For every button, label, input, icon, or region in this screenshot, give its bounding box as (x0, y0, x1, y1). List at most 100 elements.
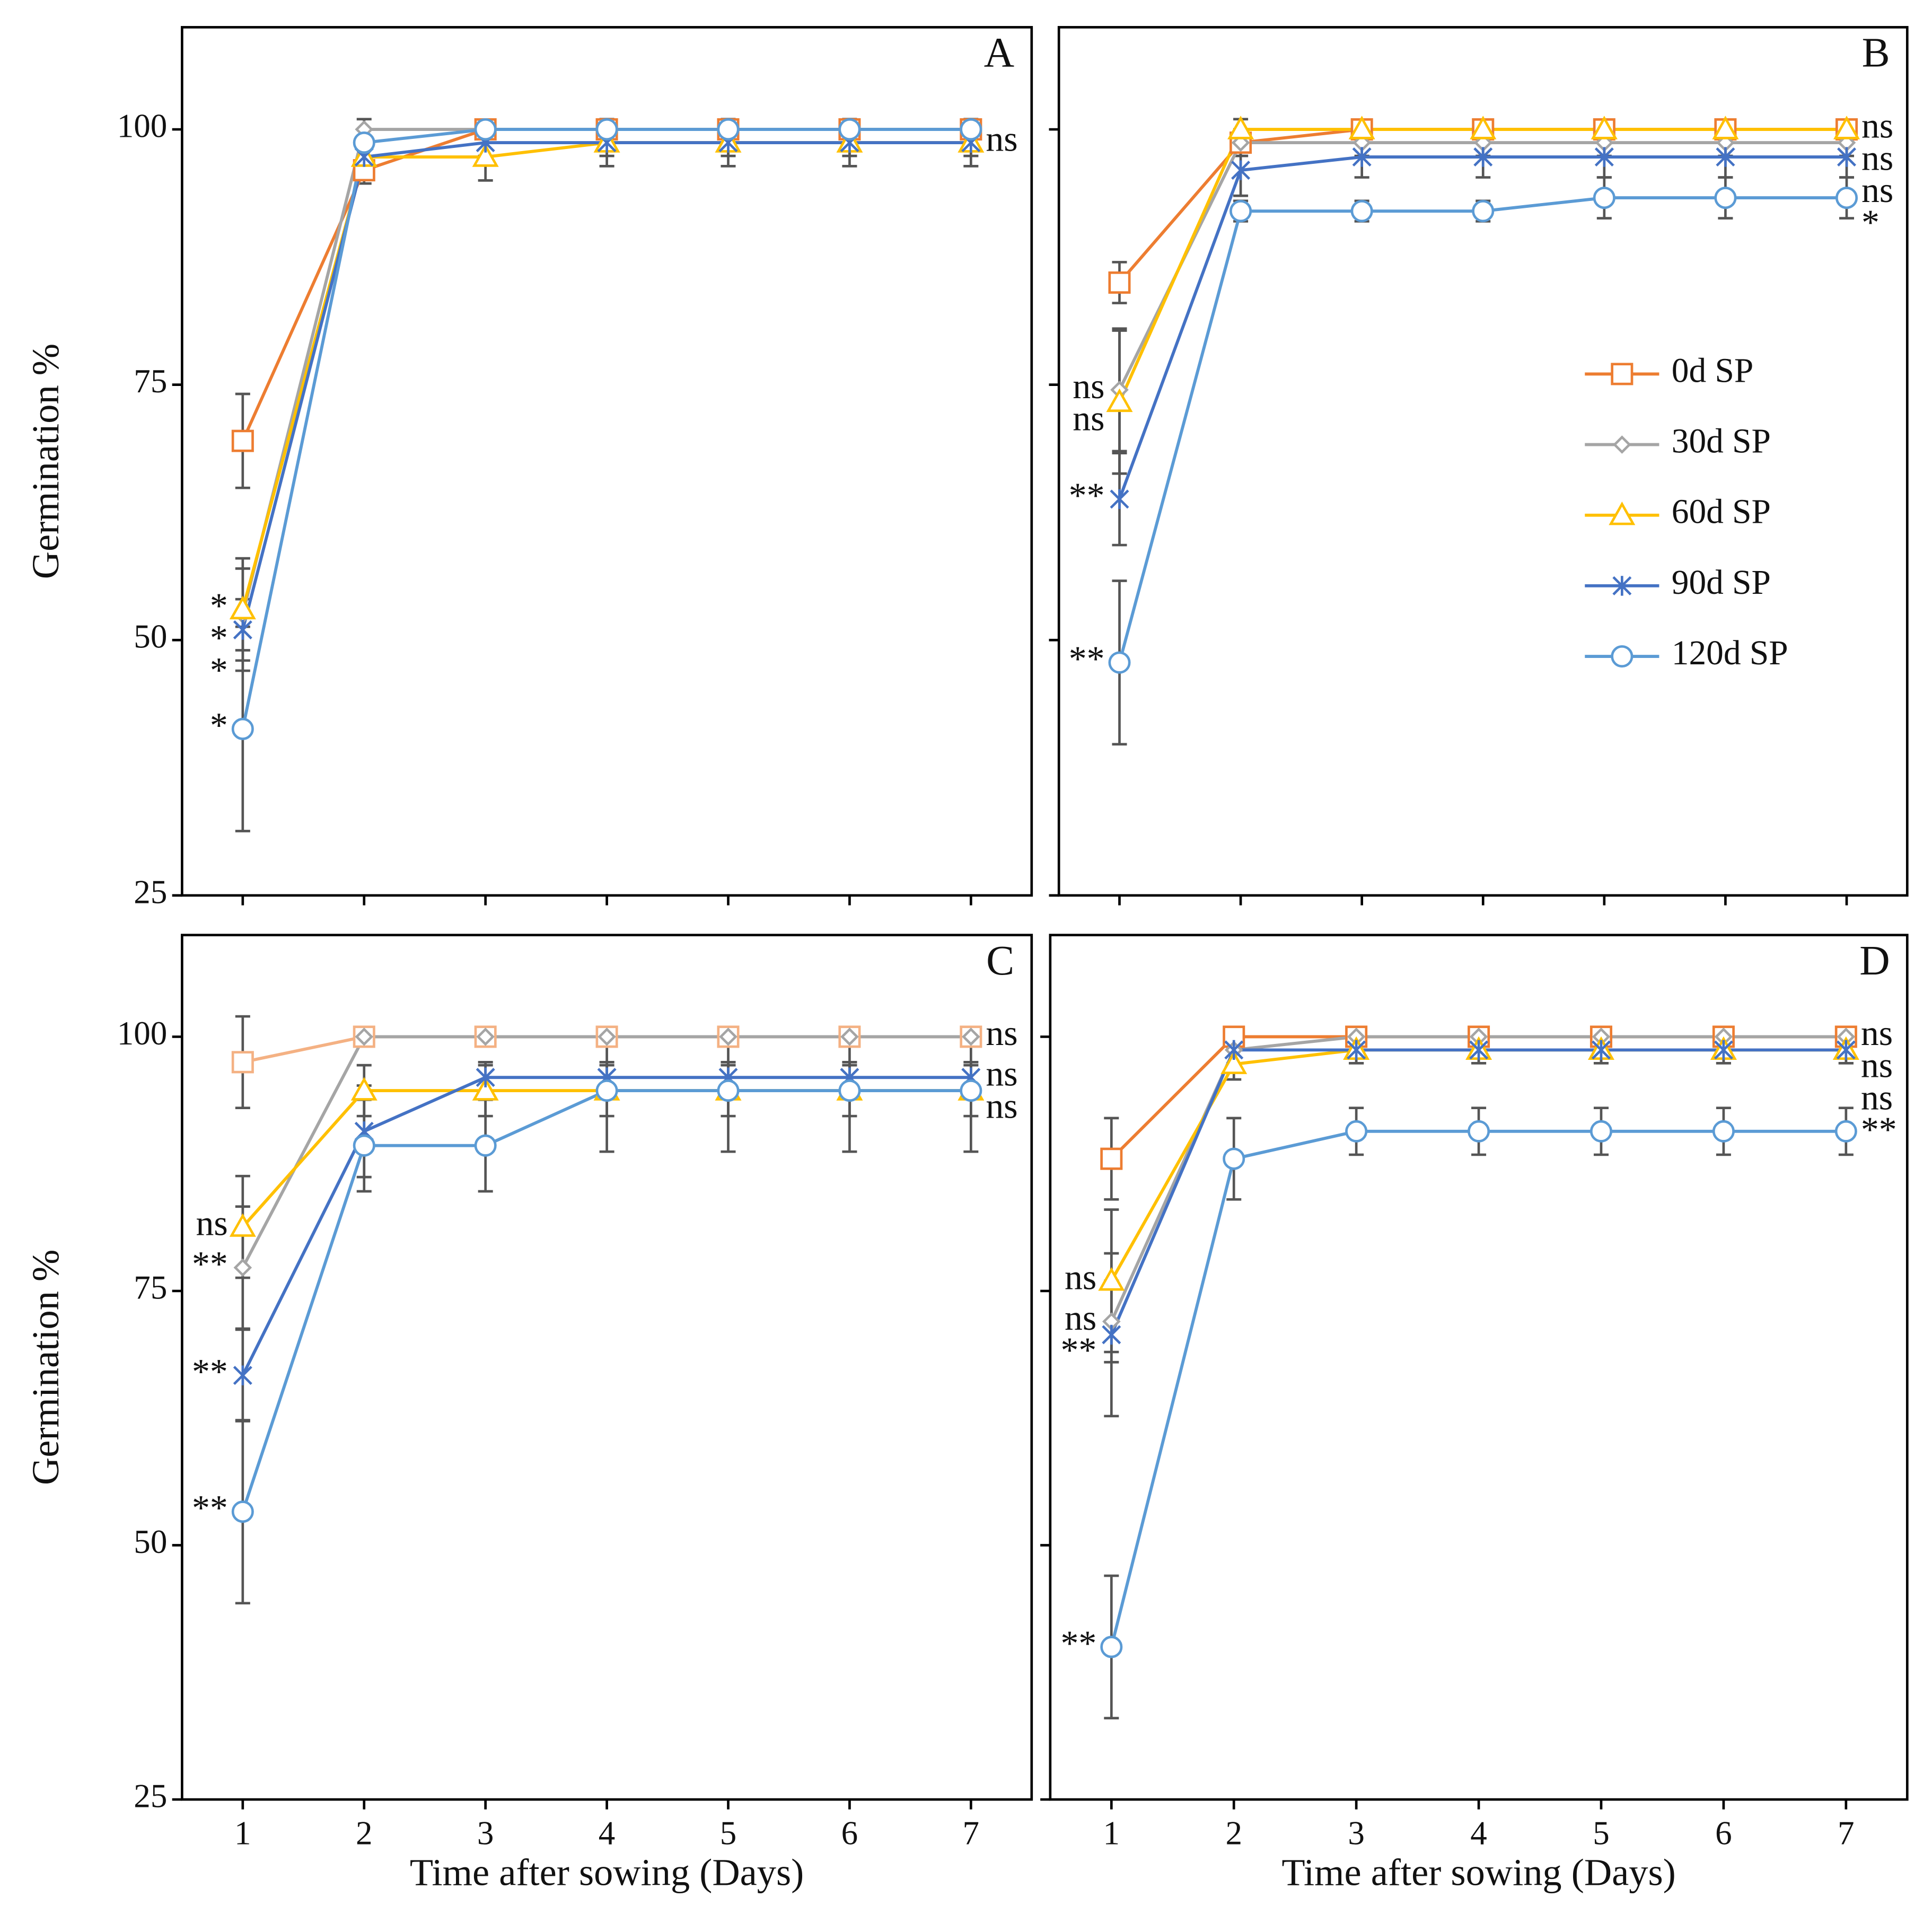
marker (1108, 651, 1131, 674)
panel-label: C (986, 937, 1014, 984)
marker (719, 1028, 737, 1046)
x-tick-label: 2 (356, 1815, 373, 1852)
marker (474, 1134, 497, 1157)
marker (1833, 116, 1860, 139)
marker (1224, 1040, 1244, 1060)
significance-label: ** (1061, 1623, 1097, 1663)
y-tick-label: 100 (117, 108, 168, 145)
series-line (241, 141, 971, 610)
series-line (241, 141, 971, 630)
marker (1350, 200, 1373, 223)
marker (231, 1500, 254, 1523)
marker (1100, 1147, 1123, 1170)
significance-label: ns (986, 1054, 1017, 1094)
marker (595, 1079, 618, 1102)
significance-label: ns (1073, 366, 1104, 406)
series-line (1110, 1129, 1846, 1648)
panel-label: D (1859, 937, 1890, 984)
marker (1098, 1267, 1125, 1291)
significance-label: ns (1065, 1298, 1096, 1338)
marker (355, 1028, 374, 1046)
marker (717, 1079, 740, 1102)
y-axis-label: Germination % (24, 1250, 67, 1485)
significance-label: ns (1861, 1077, 1893, 1117)
significance-label: ns (196, 1204, 228, 1243)
significance-label: ns (1861, 170, 1893, 210)
significance-label: ns (1065, 1257, 1096, 1297)
significance-label: * (210, 586, 228, 626)
marker (1473, 147, 1493, 167)
significance-label: ** (192, 1488, 228, 1528)
legend-label: 60d SP (1672, 493, 1771, 531)
significance-label: ** (1069, 639, 1105, 679)
panel-label: B (1862, 30, 1890, 76)
marker (1835, 187, 1858, 209)
marker (1594, 147, 1614, 167)
y-axis-label: Germination % (24, 344, 67, 579)
marker (1611, 363, 1634, 385)
x-tick-label: 5 (1593, 1815, 1610, 1852)
marker (231, 717, 254, 740)
x-tick-label: 6 (841, 1815, 858, 1852)
legend-label: 90d SP (1672, 564, 1771, 602)
significance-label: ns (986, 1086, 1017, 1126)
marker (1609, 501, 1636, 525)
marker (1834, 1120, 1857, 1143)
marker (1227, 116, 1254, 139)
significance-label: ** (192, 1352, 228, 1392)
marker (838, 118, 861, 141)
x-tick-label: 4 (1470, 1815, 1487, 1852)
marker (1613, 435, 1631, 454)
marker (1468, 1120, 1490, 1143)
significance-label: ns (986, 119, 1017, 159)
significance-label: ** (1861, 1110, 1897, 1149)
marker (229, 595, 256, 620)
legend-label: 0d SP (1672, 352, 1753, 390)
marker (1348, 116, 1375, 139)
legend-label: 30d SP (1672, 423, 1771, 461)
marker (1611, 645, 1634, 668)
marker (1231, 160, 1251, 180)
y-tick-label: 75 (134, 363, 167, 400)
marker (1223, 1147, 1245, 1170)
significance-label: ns (1861, 138, 1893, 178)
marker (1612, 576, 1632, 596)
marker (233, 1365, 252, 1385)
panel-label: A (984, 30, 1014, 76)
significance-label: * (210, 618, 228, 658)
significance-label: ** (1061, 1330, 1097, 1370)
marker (1106, 388, 1133, 412)
marker (838, 1079, 861, 1102)
marker (474, 118, 497, 141)
marker (1589, 1120, 1613, 1143)
marker (1110, 489, 1129, 510)
x-tick-label: 3 (1348, 1815, 1365, 1852)
x-tick-label: 2 (1225, 1815, 1242, 1852)
significance-label: ns (1073, 399, 1104, 438)
x-tick-label: 5 (720, 1815, 737, 1852)
marker (1352, 147, 1372, 167)
x-axis-label: Time after sowing (Days) (1281, 1851, 1675, 1894)
marker (1714, 187, 1737, 209)
x-tick-label: 1 (1103, 1815, 1120, 1852)
significance-label: * (1861, 203, 1880, 242)
series-line (241, 128, 971, 730)
x-axis-label: Time after sowing (Days) (410, 1851, 804, 1894)
y-tick-label: 75 (134, 1269, 167, 1306)
marker (1470, 116, 1497, 139)
marker (1345, 1120, 1368, 1143)
series-line (1110, 1048, 1846, 1282)
marker (960, 118, 982, 141)
y-tick-label: 100 (117, 1015, 168, 1052)
marker (353, 1134, 375, 1157)
x-tick-label: 7 (963, 1815, 980, 1852)
y-tick-label: 25 (134, 1778, 167, 1815)
significance-label: ** (192, 1244, 228, 1284)
marker (1712, 116, 1739, 139)
marker (233, 1258, 252, 1277)
significance-label: * (210, 650, 228, 690)
marker (717, 118, 740, 141)
marker (1230, 200, 1252, 223)
